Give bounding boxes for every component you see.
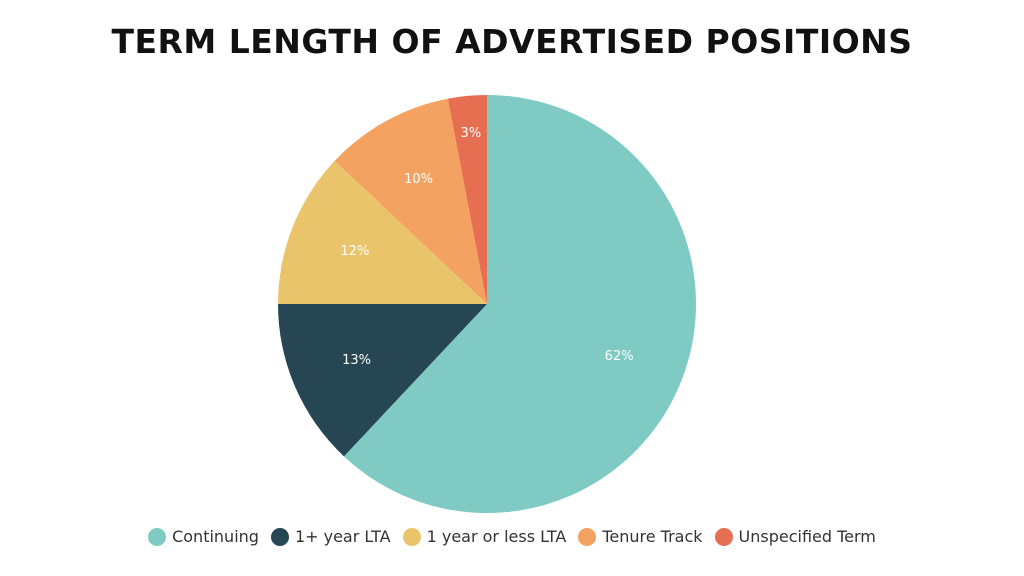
data-label: 62% [605, 349, 634, 364]
data-label: 3% [461, 126, 482, 141]
data-label: 13% [342, 353, 371, 368]
legend-item-unspecified-term: Unspecified Term [714, 527, 876, 546]
pie-labels: 62% 13% 12% 10% 3% [340, 126, 633, 368]
data-label: 10% [404, 172, 433, 187]
legend-dot-tenure-track [578, 527, 597, 546]
pie-slice-1-year-lta [278, 304, 487, 457]
chart-title: TERM LENGTH OF ADVERTISED POSITIONS [111, 22, 913, 61]
pie-slice-1-year-or-less-lta [278, 160, 487, 304]
legend: Continuing 1+ year LTA 1 year or less LT… [0, 527, 1024, 546]
legend-item-1-year-or-less-lta: 1 year or less LTA [402, 527, 567, 546]
legend-dot-continuing [148, 527, 167, 546]
legend-label: Tenure Track [602, 527, 703, 546]
pie-slice-tenure-track [334, 98, 487, 304]
legend-item-continuing: Continuing [148, 527, 259, 546]
pie-slice-unspecified-term [447, 95, 487, 304]
legend-item-1plus-year-lta: 1+ year LTA [270, 527, 391, 546]
legend-label: Continuing [172, 527, 259, 546]
legend-item-tenure-track: Tenure Track [578, 527, 703, 546]
pie-slice-continuing [343, 95, 697, 514]
legend-dot-1-year-or-less-lta [402, 527, 421, 546]
legend-label: 1+ year LTA [294, 527, 391, 546]
data-label: 12% [340, 244, 369, 259]
legend-label: 1 year or less LTA [426, 527, 567, 546]
pie-slices [278, 95, 697, 514]
legend-dot-unspecified-term [714, 527, 733, 546]
legend-label: Unspecified Term [738, 527, 876, 546]
legend-dot-1plus-year-lta [270, 527, 289, 546]
